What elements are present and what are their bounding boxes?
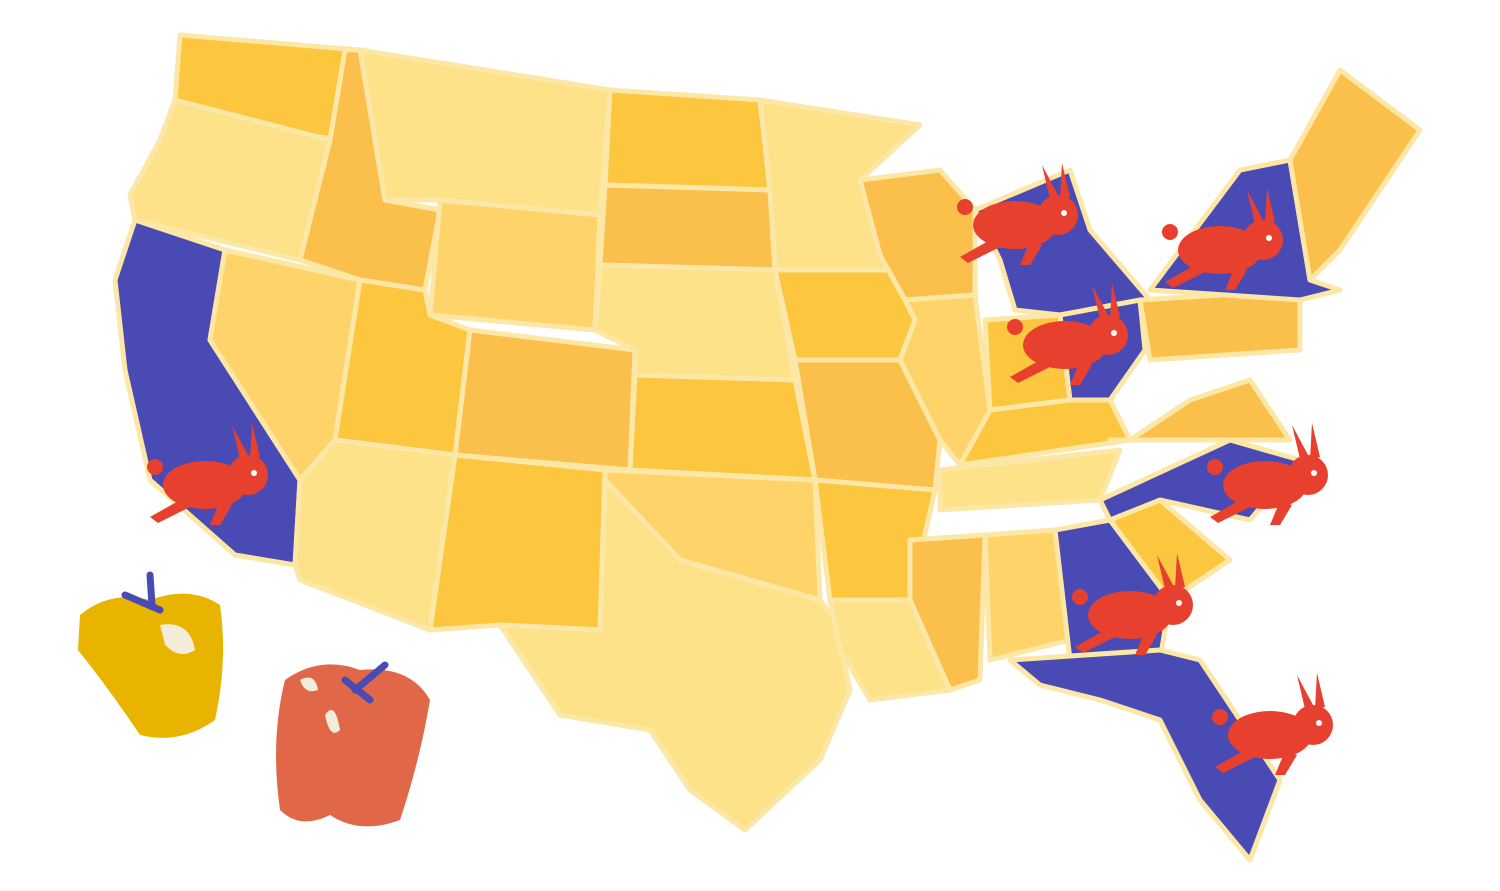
state [427,197,603,333]
states [112,32,1423,863]
state [1107,377,1293,443]
state [597,182,778,273]
red-pepper [276,661,430,827]
state [602,87,773,193]
state [957,397,1133,468]
state [627,372,818,483]
state [897,292,993,468]
state [427,452,608,633]
state [907,532,988,693]
state [792,357,943,493]
state [292,437,458,633]
state [357,47,613,218]
state-highlighted [1007,647,1283,863]
yellow-pepper [78,571,224,738]
state [1287,67,1423,283]
state [452,327,638,473]
state [497,477,853,833]
